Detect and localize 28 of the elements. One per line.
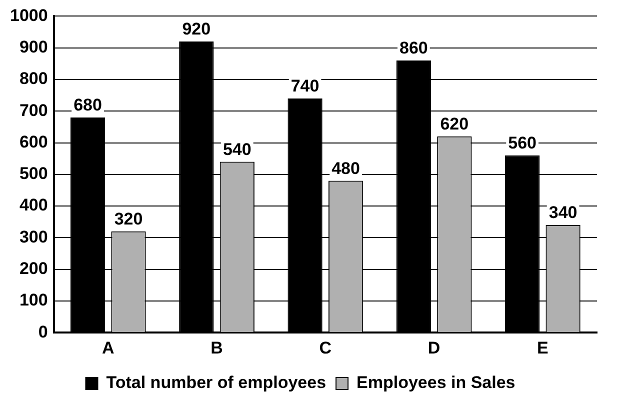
y-tick-label: 900	[19, 38, 48, 57]
y-tick-label: 300	[19, 227, 48, 246]
data-label: 740	[290, 76, 320, 96]
x-tick-label: B	[210, 338, 223, 358]
x-tick-label: C	[319, 338, 332, 358]
x-tick-label: A	[102, 338, 114, 358]
y-tick-label: 400	[19, 196, 48, 215]
x-tick-label: D	[428, 338, 440, 358]
y-tick-label: 1000	[10, 6, 48, 25]
data-label: 540	[222, 140, 252, 159]
y-tick-label: 700	[19, 100, 48, 120]
y-tick-label: 0	[38, 322, 48, 342]
legend-label: Total number of employees	[106, 373, 326, 392]
data-label: 480	[332, 158, 360, 178]
y-tick-label: 600	[19, 132, 48, 152]
y-tick-label: 200	[19, 259, 48, 278]
data-label: 680	[74, 96, 102, 115]
data-label: 860	[399, 38, 428, 58]
x-tick-label: E	[537, 338, 548, 358]
legend-label: Employees in Sales	[356, 373, 516, 392]
data-label: 920	[182, 20, 211, 39]
y-tick-label: 100	[19, 290, 48, 310]
data-label: 320	[114, 210, 143, 229]
y-tick-label: 800	[19, 69, 48, 88]
data-label: 340	[548, 203, 578, 222]
data-label: 560	[508, 134, 536, 153]
y-tick-label: 500	[19, 164, 48, 184]
data-label: 620	[440, 114, 469, 134]
